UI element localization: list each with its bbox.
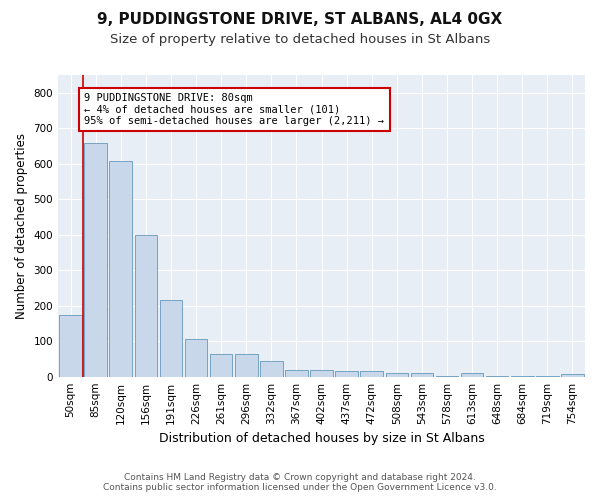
Bar [335, 370, 358, 376]
Bar [59, 314, 82, 376]
Bar [260, 361, 283, 376]
Bar [561, 374, 584, 376]
Text: Size of property relative to detached houses in St Albans: Size of property relative to detached ho… [110, 32, 490, 46]
Bar [134, 234, 157, 376]
Bar [410, 374, 433, 376]
Bar [386, 374, 408, 376]
Text: 9, PUDDINGSTONE DRIVE, ST ALBANS, AL4 0GX: 9, PUDDINGSTONE DRIVE, ST ALBANS, AL4 0G… [97, 12, 503, 28]
Y-axis label: Number of detached properties: Number of detached properties [15, 133, 28, 319]
Bar [235, 354, 257, 376]
Bar [85, 143, 107, 376]
Bar [361, 372, 383, 376]
Bar [160, 300, 182, 376]
Text: Contains HM Land Registry data © Crown copyright and database right 2024.
Contai: Contains HM Land Registry data © Crown c… [103, 473, 497, 492]
Text: 9 PUDDINGSTONE DRIVE: 80sqm
← 4% of detached houses are smaller (101)
95% of sem: 9 PUDDINGSTONE DRIVE: 80sqm ← 4% of deta… [85, 92, 385, 126]
Bar [310, 370, 333, 376]
X-axis label: Distribution of detached houses by size in St Albans: Distribution of detached houses by size … [158, 432, 484, 445]
Bar [185, 338, 208, 376]
Bar [461, 374, 484, 376]
Bar [285, 370, 308, 376]
Bar [109, 161, 132, 376]
Bar [210, 354, 232, 376]
